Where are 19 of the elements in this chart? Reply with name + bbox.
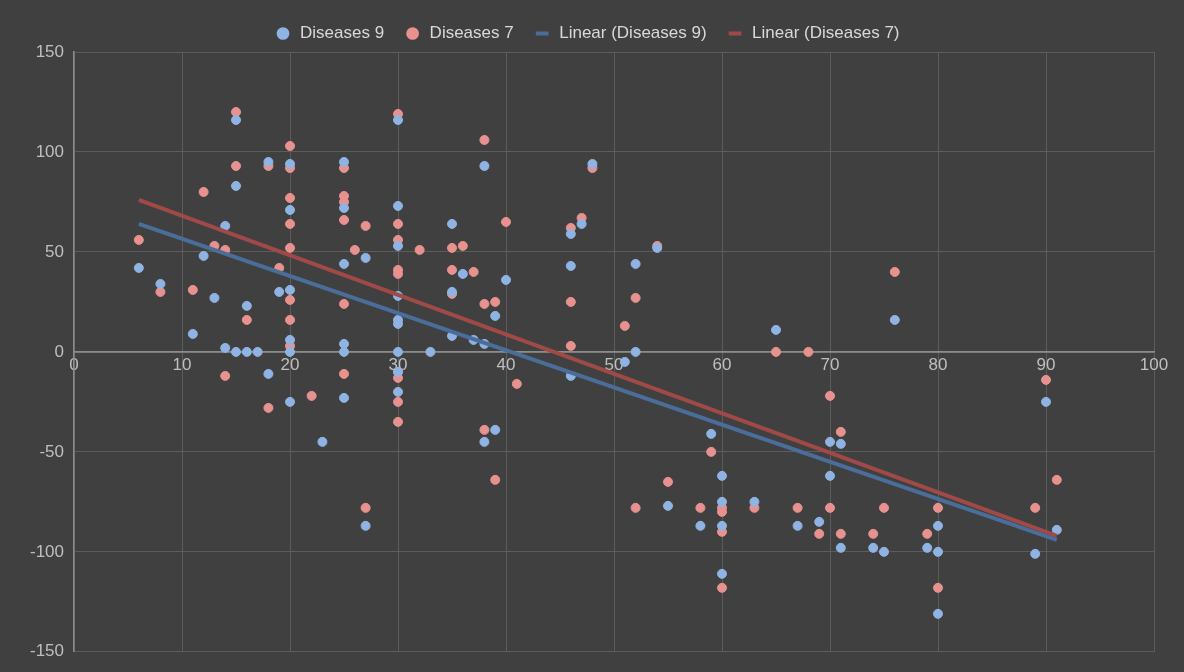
y-tick-label: -50 (39, 441, 65, 461)
y-tick-label: 100 (35, 141, 65, 161)
legend-label: Linear (Diseases 9) (559, 23, 707, 43)
y-tick-label: -100 (29, 541, 65, 561)
x-tick-label: 70 (820, 354, 840, 374)
x-tick-label: 10 (172, 354, 192, 374)
y-tick-label: 0 (54, 341, 65, 361)
y-tick-label: 50 (45, 241, 65, 261)
legend-label: Diseases 7 (429, 23, 514, 43)
x-tick-label: 20 (280, 354, 300, 374)
y-tick-label: -150 (29, 641, 65, 661)
legend-label: Diseases 9 (300, 23, 385, 43)
legend-label: Linear (Diseases 7) (752, 23, 900, 43)
x-tick-label: 40 (496, 354, 516, 374)
y-tick-label: 150 (35, 41, 65, 61)
x-tick-label: 90 (1036, 354, 1056, 374)
x-tick-label: 80 (928, 354, 948, 374)
x-tick-label: 100 (1139, 354, 1169, 374)
x-tick-label: 60 (712, 354, 732, 374)
